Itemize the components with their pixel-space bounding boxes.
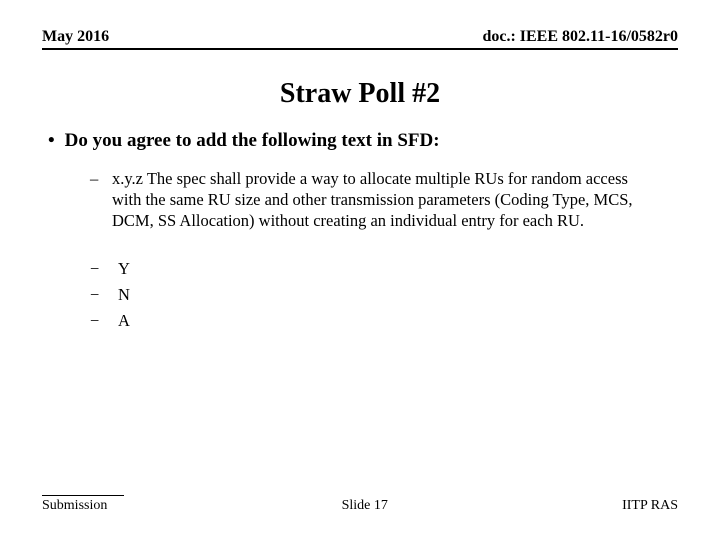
vote-n: − N: [90, 285, 678, 305]
spec-text-block: – x.y.z The spec shall provide a way to …: [90, 168, 658, 231]
vote-y-label: Y: [118, 259, 130, 279]
bullet-marker: •: [48, 130, 55, 152]
slide-title: Straw Poll #2: [42, 78, 678, 110]
vote-y: − Y: [90, 259, 678, 279]
poll-question-text: Do you agree to add the following text i…: [65, 130, 440, 152]
spec-text-item: – x.y.z The spec shall provide a way to …: [90, 168, 658, 231]
dash-marker: −: [90, 259, 118, 279]
slide-footer: Submission Slide 17 IITP RAS: [42, 495, 678, 514]
poll-question: • Do you agree to add the following text…: [48, 130, 678, 152]
vote-n-label: N: [118, 285, 130, 305]
spec-text: x.y.z The spec shall provide a way to al…: [112, 168, 658, 231]
dash-marker: −: [90, 311, 118, 331]
dash-marker: −: [90, 285, 118, 305]
vote-a-label: A: [118, 311, 130, 331]
footer-center: Slide 17: [342, 498, 388, 514]
vote-a: − A: [90, 311, 678, 331]
vote-options: − Y − N − A: [90, 259, 678, 331]
dash-marker: –: [90, 168, 112, 231]
footer-rule: [42, 495, 124, 496]
header-date: May 2016: [42, 28, 109, 46]
header-docref: doc.: IEEE 802.11-16/0582r0: [482, 28, 678, 46]
footer-left: Submission: [42, 498, 107, 514]
footer-right: IITP RAS: [622, 498, 678, 514]
slide-header: May 2016 doc.: IEEE 802.11-16/0582r0: [42, 28, 678, 50]
